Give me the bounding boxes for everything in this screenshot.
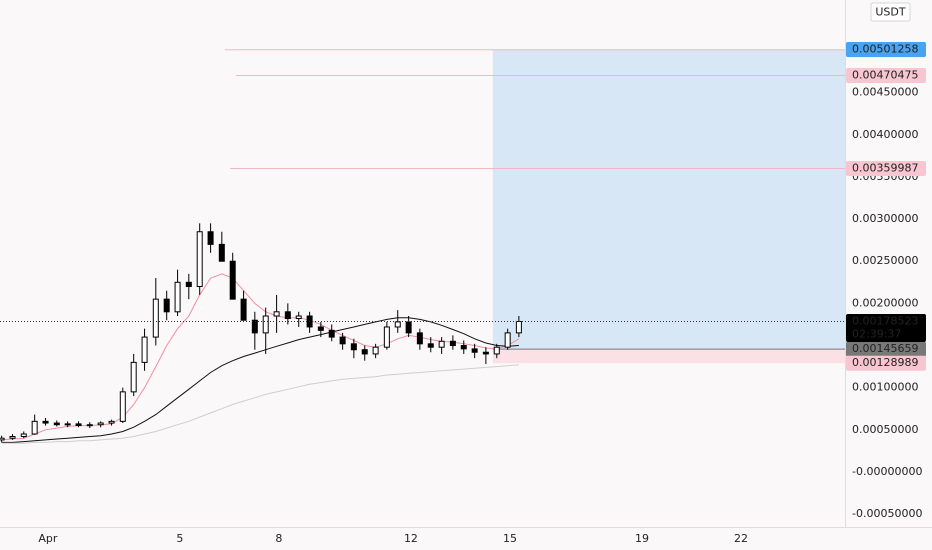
candle-body: [240, 298, 247, 321]
candle-body: [141, 336, 148, 363]
candle-body: [97, 422, 104, 426]
x-tick-label: 15: [503, 532, 517, 545]
entry-label: 0.00145659: [852, 342, 918, 355]
x-tick-label: Apr: [38, 532, 58, 545]
currency[interactable]: USDT: [875, 6, 906, 19]
candle-body: [438, 340, 445, 348]
candle-body: [262, 315, 269, 334]
y-tick-label: 0.00200000: [852, 296, 918, 309]
candle-body: [449, 340, 456, 347]
candle-body: [108, 420, 115, 424]
y-tick-label: 0.00250000: [852, 254, 918, 267]
countdown: 02:39:37: [852, 327, 901, 340]
candle-body: [504, 332, 511, 348]
stop-label-bg: [846, 355, 926, 371]
candle-body: [405, 321, 412, 334]
price-line-label-bg: [846, 161, 926, 177]
candle-body: [372, 346, 379, 355]
last-price-label: 0.00178523: [852, 314, 918, 327]
x-tick-label: 12: [404, 532, 418, 545]
price-line-label: 0.00470475: [852, 68, 918, 81]
candle-body: [273, 311, 280, 317]
candle-body: [207, 231, 214, 245]
moving-average: [1, 317, 519, 443]
candle-body: [218, 243, 225, 262]
candle-body: [515, 320, 522, 334]
candle-body: [284, 311, 291, 320]
candle-body: [163, 298, 170, 313]
price-line-label-bg: [846, 67, 926, 83]
candle-body: [64, 423, 71, 426]
y-tick-label: -0.00050000: [852, 507, 922, 520]
candle-body: [174, 281, 181, 313]
y-tick-label: -0.00000000: [852, 465, 922, 478]
candle-body: [0, 437, 5, 441]
candle-body: [53, 422, 60, 426]
candle-body: [75, 423, 82, 427]
candle-body: [460, 345, 467, 350]
candle-body: [493, 346, 500, 355]
candle-body: [339, 336, 346, 345]
candle-body: [295, 315, 302, 320]
candle-body: [251, 319, 258, 334]
y-tick-label: 0.00450000: [852, 86, 918, 99]
stop-label: 0.00128989: [852, 356, 918, 369]
candle-body: [350, 343, 357, 351]
x-tick-label: 5: [176, 532, 183, 545]
candle-body: [361, 349, 368, 355]
candle-body: [20, 433, 27, 438]
currency-box[interactable]: [870, 2, 911, 22]
crosshair-label-bg: [846, 42, 926, 58]
last-price-label-bg: [846, 313, 926, 342]
candle-body: [383, 326, 390, 348]
loss-zone: [492, 349, 845, 364]
candle-body: [42, 420, 49, 424]
x-tick-label: 8: [275, 532, 282, 545]
candle-body: [229, 260, 236, 300]
candle-body: [185, 281, 192, 288]
candle-body: [9, 436, 16, 439]
candle-body: [471, 348, 478, 353]
candle-body: [482, 351, 489, 355]
moving-average: [1, 364, 519, 444]
y-tick-label: 0.00050000: [852, 423, 918, 436]
candle-body: [119, 391, 126, 422]
price-line-label: 0.00359987: [852, 162, 918, 175]
candle-body: [416, 332, 423, 345]
candle-body: [394, 321, 401, 328]
plot-area: [0, 49, 845, 444]
y-tick-label: 0.00400000: [852, 128, 918, 141]
y-tick-label: 0.00300000: [852, 212, 918, 225]
crosshair-label: 0.00501258: [852, 43, 918, 56]
entry-label-bg: [846, 341, 926, 357]
candle-body: [130, 361, 137, 393]
candle-body: [317, 326, 324, 331]
candle-body: [31, 420, 38, 435]
profit-zone: [492, 49, 845, 350]
candle-body: [328, 329, 335, 338]
x-tick-label: 19: [635, 532, 649, 545]
y-tick-label: 0.00100000: [852, 381, 918, 394]
candle-body: [427, 343, 434, 348]
candle-body: [86, 424, 93, 427]
price-axis: 0.005000000.004500000.004000000.00350000…: [846, 42, 926, 520]
candle-body: [196, 231, 203, 288]
x-tick-label: 22: [734, 532, 748, 545]
candle-body: [152, 298, 159, 338]
